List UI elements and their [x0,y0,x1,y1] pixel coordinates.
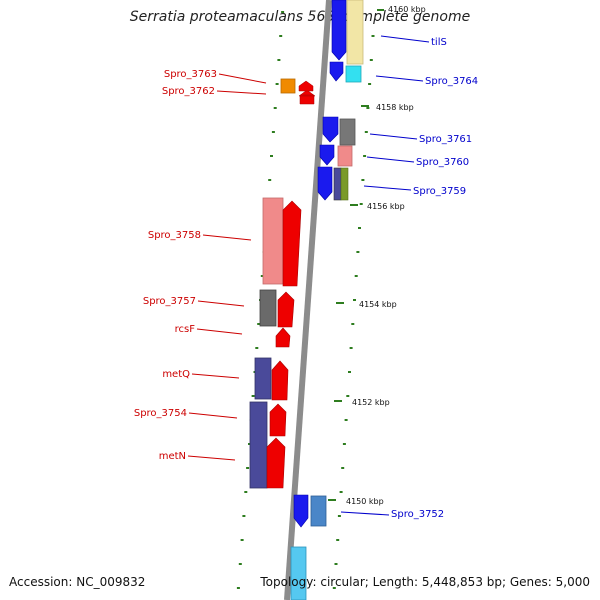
gene-arrow-metN [266,437,286,489]
gene-labels-right: tilS Spro_3764 Spro_3761 Spro_3760 Spro_… [340,35,478,520]
gene-label-Spro_3763: Spro_3763 [164,69,217,80]
kbp-label: 4150 kbp [346,497,384,506]
gene-arrows-left [266,80,316,489]
topology-text: Topology: circular; Length: 5,448,853 bp… [260,575,590,589]
gene-label-Spro_3759: Spro_3759 [413,186,466,197]
gene-label-Spro_3752: Spro_3752 [391,509,444,520]
gene-arrow-Spro_3763 [298,89,316,105]
kbp-label: 4158 kbp [376,103,414,112]
gene-arrow-metQ [271,360,289,401]
leader-line [202,234,252,241]
category-box [346,0,364,65]
leader-line [216,90,267,95]
category-box [259,289,277,327]
category-box [333,167,342,201]
gene-arrow-Spro_3764 [329,61,344,82]
category-box [339,118,356,146]
leader-line [380,35,430,43]
category-boxes-right [290,0,364,600]
leader-line [369,133,418,140]
gene-arrow-Spro_3759 [317,166,333,201]
leader-line [218,73,267,84]
kbp-label: 4160 kbp [388,5,426,14]
gene-label-tilS: tilS [431,37,447,48]
kbp-label: 4154 kbp [359,300,397,309]
category-box [337,145,353,167]
gene-arrow-Spro_3762 [298,80,314,92]
gene-label-Spro_3761: Spro_3761 [419,134,472,145]
gene-arrow-Spro_3761 [322,116,339,143]
leader-line [363,185,412,191]
gene-label-rcsF: rcsF [175,324,196,335]
leader-line [196,328,243,335]
category-box [262,197,284,285]
category-box [254,357,272,400]
leader-line [366,156,415,163]
category-box [310,495,327,527]
gene-label-Spro_3762: Spro_3762 [162,86,215,97]
kbp-label: 4156 kbp [367,202,405,211]
category-box [249,401,268,489]
gene-label-Spro_3754: Spro_3754 [134,408,187,419]
gene-arrow-rcsF [275,327,291,348]
category-boxes-left [249,78,296,489]
genome-title: Serratia proteamaculans 568, complete ge… [129,9,471,25]
category-box [280,78,296,94]
gene-label-Spro_3757: Spro_3757 [143,296,196,307]
gene-arrows-right [293,0,347,528]
gene-label-Spro_3758: Spro_3758 [148,230,201,241]
gene-arrow-Spro_3752 [293,494,309,528]
gene-label-Spro_3760: Spro_3760 [416,157,469,168]
gene-arrow-Spro_3757 [277,291,295,328]
leader-line [191,373,240,379]
gene-arrow-tilS [331,0,347,61]
kbp-scale: 4160 kbp 4158 kbp 4156 kbp 4154 kbp 4152… [328,5,426,506]
category-box [290,546,307,600]
leader-line [197,300,245,307]
accession-text: Accession: NC_009832 [9,575,146,589]
gene-arrow-Spro_3754 [269,403,287,437]
kbp-label: 4152 kbp [352,398,390,407]
leader-line [188,412,238,419]
gene-label-metN: metN [159,451,186,462]
category-box [345,65,362,83]
gene-labels-left: Spro_3763 Spro_3762 Spro_3758 Spro_3757 … [134,69,267,462]
gene-arrow-Spro_3760 [319,144,335,166]
leader-line [375,75,424,82]
leader-line [187,455,236,461]
gene-label-Spro_3764: Spro_3764 [425,76,478,87]
gene-label-metQ: metQ [162,369,190,380]
category-box [340,167,349,201]
gene-arrow-Spro_3758 [282,200,302,287]
leader-line [340,511,390,516]
